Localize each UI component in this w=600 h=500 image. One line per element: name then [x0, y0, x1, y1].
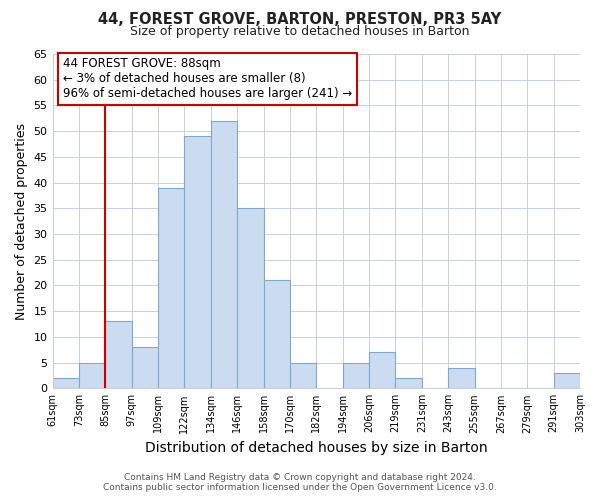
Bar — [263, 280, 290, 388]
Text: Contains HM Land Registry data © Crown copyright and database right 2024.
Contai: Contains HM Land Registry data © Crown c… — [103, 473, 497, 492]
Bar — [554, 373, 580, 388]
Bar — [158, 188, 184, 388]
Bar — [211, 121, 237, 388]
Y-axis label: Number of detached properties: Number of detached properties — [15, 122, 28, 320]
Bar — [290, 362, 316, 388]
Bar — [369, 352, 395, 388]
Bar — [237, 208, 263, 388]
Bar — [184, 136, 211, 388]
Bar — [79, 362, 105, 388]
Bar — [448, 368, 475, 388]
Bar — [53, 378, 79, 388]
Text: 44, FOREST GROVE, BARTON, PRESTON, PR3 5AY: 44, FOREST GROVE, BARTON, PRESTON, PR3 5… — [98, 12, 502, 28]
Bar — [105, 322, 131, 388]
Bar — [131, 347, 158, 389]
Text: 44 FOREST GROVE: 88sqm
← 3% of detached houses are smaller (8)
96% of semi-detac: 44 FOREST GROVE: 88sqm ← 3% of detached … — [63, 58, 352, 100]
Bar — [395, 378, 422, 388]
Text: Size of property relative to detached houses in Barton: Size of property relative to detached ho… — [130, 25, 470, 38]
Bar — [343, 362, 369, 388]
X-axis label: Distribution of detached houses by size in Barton: Distribution of detached houses by size … — [145, 441, 488, 455]
